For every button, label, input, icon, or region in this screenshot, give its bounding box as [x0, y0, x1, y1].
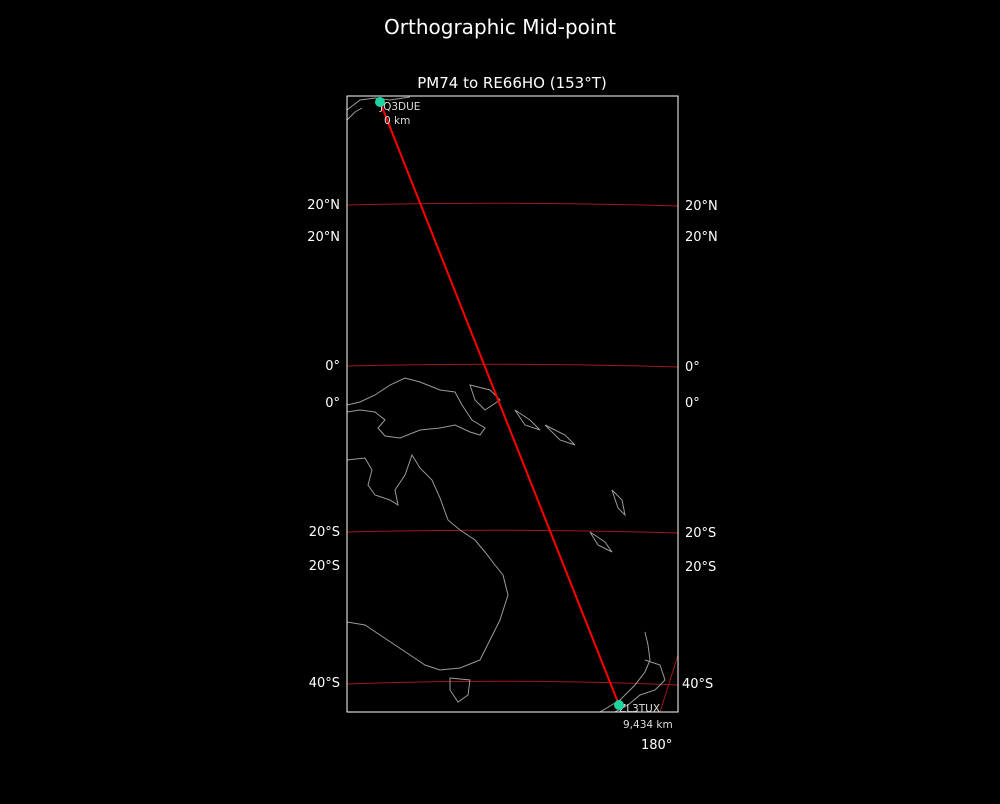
lat-label: 0° [325, 396, 340, 411]
lat-label: 20°N [307, 230, 340, 245]
great-circle-path [379, 101, 620, 706]
map-title: PM74 to RE66HO (153°T) [417, 74, 607, 92]
lat-label: 40°S [682, 677, 713, 692]
lat-label: 20°S [685, 560, 716, 575]
lat-label: 0° [685, 360, 700, 375]
coastlines [347, 96, 666, 712]
end-distance: 9,434 km [623, 719, 673, 731]
end-point: ZL3TUX 9,434 km [614, 700, 673, 731]
lat-label: 20°S [685, 526, 716, 541]
lat-label: 0° [685, 396, 700, 411]
start-call: JQ3DUE [379, 101, 420, 113]
figure-title: Orthographic Mid-point [384, 15, 616, 39]
lat-label: 20°S [309, 525, 340, 540]
lat-label: 0° [325, 359, 340, 374]
lat-label: 40°S [309, 676, 340, 691]
map-frame [346, 95, 679, 713]
end-marker [614, 700, 624, 710]
lat-labels-right: 20°N 20°N 0° 0° 20°S 20°S 40°S [682, 199, 718, 692]
lat-label: 20°N [307, 198, 340, 213]
end-call: ZL3TUX [619, 703, 660, 715]
graticule [347, 202, 678, 712]
lat-label: 20°S [309, 559, 340, 574]
lat-labels-left: 20°N 20°N 0° 0° 20°S 20°S 40°S [307, 198, 340, 691]
lat-label: 20°N [685, 230, 718, 245]
start-point: JQ3DUE 0 km [375, 97, 420, 127]
start-distance: 0 km [384, 115, 410, 127]
lat-label: 20°N [685, 199, 718, 214]
start-marker [375, 97, 385, 107]
lon-label: 180° [641, 738, 672, 753]
